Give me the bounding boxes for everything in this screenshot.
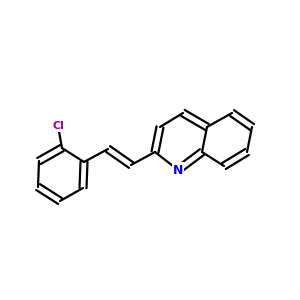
Text: Cl: Cl — [52, 121, 64, 131]
Text: N: N — [173, 164, 183, 176]
